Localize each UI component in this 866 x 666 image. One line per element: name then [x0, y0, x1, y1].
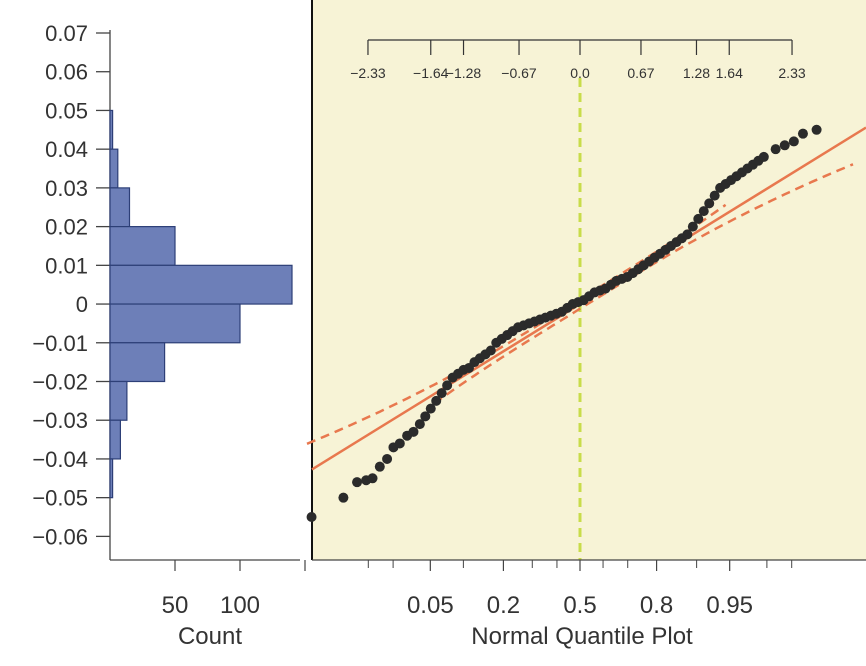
top-tick-label: −1.28 [446, 65, 482, 81]
quantile-point [758, 151, 769, 162]
quantile-point [693, 213, 704, 224]
quantile-plot-guides [311, 0, 582, 560]
probability-bottom-axis: 0.05 0.2 0.5 0.8 0.95 [312, 559, 866, 619]
y-tick-label: 0.04 [45, 137, 88, 162]
bottom-tick-label: 0.5 [563, 592, 596, 619]
histogram-bars [109, 109, 293, 499]
y-tick-label: −0.04 [32, 447, 88, 472]
quantile-axis-label: Normal Quantile Plot [471, 623, 693, 650]
top-tick-label: 1.64 [716, 65, 743, 81]
y-tick-label: −0.05 [32, 486, 88, 511]
histogram-bar [109, 226, 176, 266]
bottom-tick-label: 0.05 [407, 592, 454, 619]
top-tick-label: −1.64 [413, 65, 449, 81]
quantile-points [306, 124, 822, 523]
quantile-point [408, 426, 419, 437]
y-tick-label: −0.03 [32, 408, 88, 433]
count-tick-label: 50 [162, 592, 189, 619]
y-tick-label: −0.06 [32, 524, 88, 549]
quantile-point [425, 403, 436, 414]
quantile-point [367, 473, 378, 484]
quantile-point [420, 411, 431, 422]
y-tick-label: −0.02 [32, 369, 88, 394]
quantile-point [414, 419, 425, 430]
histogram-bar [109, 380, 128, 421]
quantile-point [788, 136, 799, 147]
quantile-point [797, 128, 808, 139]
quantile-point [394, 438, 405, 449]
quantile-point [709, 190, 720, 201]
quantile-point [442, 380, 453, 391]
top-tick-label: 0.0 [570, 65, 590, 81]
quantile-point [338, 492, 349, 503]
y-tick-label: 0.01 [45, 253, 88, 278]
y-tick-label: 0.02 [45, 215, 88, 240]
histogram-bar [109, 109, 114, 150]
histogram-bar [109, 342, 166, 383]
count-axis-label: Count [178, 623, 242, 650]
quantile-point [704, 198, 715, 209]
quantile-plot-background [312, 0, 866, 560]
y-tick-label: 0.06 [45, 60, 88, 85]
quantile-point [382, 453, 393, 464]
histogram-bar [109, 458, 114, 499]
bottom-tick-label: 0.8 [640, 592, 673, 619]
normal-quantile-top-axis: −2.33 −1.64−1.28 −0.67 0.0 0.67 1.28 1.64 2.33 [350, 39, 806, 81]
y-tick-label: 0 [76, 292, 88, 317]
top-tick-label: 2.33 [778, 65, 805, 81]
y-tick-label: 0.03 [45, 176, 88, 201]
quantile-point [687, 221, 698, 232]
quantile-point [374, 461, 385, 472]
quantile-point [436, 388, 447, 399]
y-tick-label: 0.05 [45, 98, 88, 123]
histogram-bar [109, 264, 293, 305]
top-tick-label: −0.67 [501, 65, 537, 81]
histogram-bar [109, 148, 119, 189]
histogram-bar [109, 187, 131, 228]
histogram-count-axis: 50 100 [110, 559, 306, 619]
quantile-point [431, 395, 442, 406]
count-tick-label: 100 [220, 592, 260, 619]
y-axis: 0.07 0.06 0.05 0.04 0.03 0.02 0.01 0 −0.01 −0.02 −… [32, 21, 111, 560]
quantile-point [485, 345, 496, 356]
quantile-point [352, 477, 363, 488]
quantile-point [682, 229, 693, 240]
top-tick-label: 0.67 [627, 65, 654, 81]
quantile-point [698, 206, 709, 217]
quantile-point [306, 512, 317, 523]
top-tick-label: −2.33 [350, 65, 386, 81]
bottom-tick-label: 0.95 [706, 592, 753, 619]
quantile-point [779, 140, 790, 151]
histogram-bar [109, 419, 121, 460]
y-tick-label: 0.07 [45, 21, 88, 46]
quantile-point [811, 124, 822, 135]
y-tick-label: −0.01 [32, 331, 88, 356]
histogram-bar [109, 303, 241, 344]
quantile-point [770, 144, 781, 155]
bottom-tick-label: 0.2 [487, 592, 520, 619]
top-tick-label: 1.28 [683, 65, 710, 81]
